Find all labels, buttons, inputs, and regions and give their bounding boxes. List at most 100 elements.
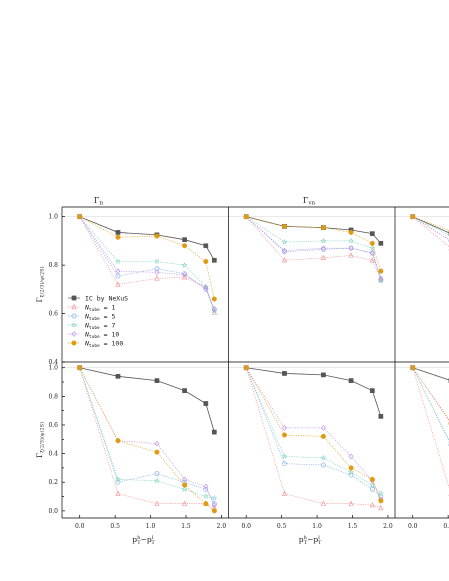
data-point [369, 257, 375, 263]
data-point [203, 501, 209, 507]
data-point [281, 432, 287, 438]
data-point [115, 490, 121, 496]
column-title-gamma-vn: Γvn [303, 196, 316, 207]
data-point [348, 378, 354, 383]
data-point [347, 468, 355, 475]
data-point [378, 414, 384, 419]
legend-label: Ntube = 10 [84, 330, 119, 340]
data-point [182, 271, 188, 278]
x-tick-label: 2.0 [383, 523, 393, 530]
data-point [211, 508, 217, 514]
series-line [79, 216, 215, 261]
series-line [79, 216, 215, 300]
data-point [153, 258, 161, 265]
data-point [410, 365, 416, 371]
data-point [115, 230, 121, 235]
data-point [154, 266, 160, 272]
data-point [154, 275, 160, 281]
data-point [321, 462, 326, 468]
series-line [245, 367, 382, 500]
series-line [79, 367, 215, 433]
data-point [320, 245, 326, 252]
column-titles: Γn Γvn [94, 196, 316, 207]
data-point [369, 486, 375, 492]
x-tick-label: 0.0 [408, 523, 418, 530]
data-point [348, 245, 354, 252]
y-tick-label: 0.8 [48, 262, 58, 269]
series-line [246, 216, 382, 280]
x-tick-label: 0.0 [241, 523, 251, 530]
series-line [412, 367, 449, 442]
series-line [412, 216, 449, 241]
y-tick-label: 0.6 [48, 422, 58, 429]
data-point [182, 482, 188, 488]
data-point [181, 261, 188, 268]
data-point [114, 258, 122, 265]
series-line [412, 367, 449, 489]
panel-r0-c1 [243, 213, 384, 284]
x-tick-label: 1.0 [312, 523, 322, 530]
data-point [320, 433, 326, 439]
series-line [79, 367, 215, 512]
x-axis-label: ph T−pl T [132, 535, 155, 546]
data-point [181, 500, 188, 506]
legend-marker [71, 313, 77, 319]
series-line [245, 216, 382, 280]
x-axis-labels: ph T−pl T ph T−pl T [132, 535, 322, 546]
data-point [369, 250, 375, 256]
y-tick-label: 0.6 [48, 311, 58, 318]
legend-marker [71, 303, 77, 310]
data-point [211, 502, 217, 508]
legend-marker [71, 340, 77, 346]
data-point [281, 490, 288, 496]
panel-r1-c2 [409, 364, 449, 496]
data-point [182, 243, 188, 249]
data-point [181, 486, 188, 493]
data-point [348, 229, 354, 235]
data-point [243, 365, 249, 371]
series-line [412, 367, 449, 381]
data-point [347, 237, 355, 244]
data-point [320, 424, 326, 431]
data-point [369, 476, 375, 482]
series-line [245, 367, 382, 494]
data-point [410, 214, 416, 220]
data-point [348, 453, 354, 460]
x-tick-label: 1.5 [181, 523, 191, 530]
series-line [412, 216, 449, 231]
data-point [115, 268, 121, 275]
data-point [320, 254, 327, 260]
data-point [211, 494, 218, 501]
series-line [412, 216, 449, 241]
data-point [182, 237, 187, 243]
y-tick-label: 0.8 [48, 393, 58, 400]
series-line [246, 216, 382, 281]
series-line [79, 367, 215, 506]
y-tick-label: 1.0 [48, 214, 58, 221]
data-point [320, 454, 327, 461]
x-tick-label: 1.5 [348, 523, 358, 530]
data-point [203, 401, 209, 406]
x-tick-label: 0.0 [75, 523, 85, 530]
legend-label: Ntube = 1 [84, 303, 116, 313]
panel-r1-c1 [243, 364, 384, 511]
data-point [154, 378, 160, 383]
data-point [154, 233, 160, 239]
series-line [79, 216, 215, 309]
y-tick-label: 0.4 [48, 359, 58, 366]
series-line [412, 216, 449, 247]
data-point [182, 388, 187, 393]
legend-marker [71, 295, 77, 301]
data-point [211, 501, 217, 507]
series-line [245, 367, 381, 509]
data-point [378, 268, 384, 274]
y-tick-label: 0.4 [48, 451, 58, 458]
series-line [412, 367, 449, 422]
data-point [348, 252, 354, 258]
series-line [79, 216, 215, 311]
data-point [281, 247, 287, 254]
data-point [202, 283, 209, 290]
panel-r0-c2 [409, 213, 449, 251]
